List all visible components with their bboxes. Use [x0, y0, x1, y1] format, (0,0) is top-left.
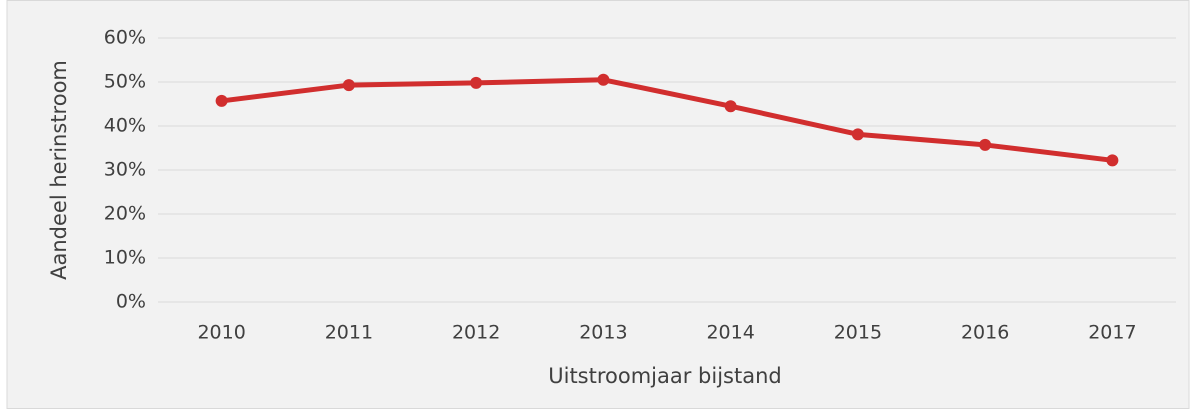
- marker: [470, 76, 483, 89]
- y-tick-label: 20%: [104, 203, 146, 225]
- marker: [851, 128, 864, 141]
- y-axis-title: Aandeel herinstroom: [47, 60, 71, 280]
- x-tick-label: 2017: [1088, 322, 1136, 344]
- x-tick-label: 2010: [197, 322, 245, 344]
- x-tick-label: 2012: [452, 322, 500, 344]
- x-tick-label: 2013: [579, 322, 627, 344]
- x-tick-label: 2011: [325, 322, 373, 344]
- marker: [342, 79, 355, 92]
- x-tick-label: 2015: [834, 322, 882, 344]
- y-tick-label: 0%: [116, 291, 146, 313]
- y-tick-label: 10%: [104, 247, 146, 269]
- marker: [215, 94, 228, 107]
- y-tick-label: 50%: [104, 71, 146, 93]
- marker: [1106, 154, 1119, 167]
- marker: [724, 100, 737, 113]
- y-tick-label: 40%: [104, 115, 146, 137]
- y-tick-label: 30%: [104, 159, 146, 181]
- y-tick-label: 60%: [104, 27, 146, 49]
- line: [221, 77, 1113, 163]
- chart-background: [6, 0, 1190, 409]
- x-axis-title: Uitstroomjaar bijstand: [548, 364, 782, 388]
- marker: [597, 73, 610, 86]
- x-tick-label: 2016: [961, 322, 1009, 344]
- marker: [979, 138, 992, 151]
- x-tick-label: 2014: [706, 322, 754, 344]
